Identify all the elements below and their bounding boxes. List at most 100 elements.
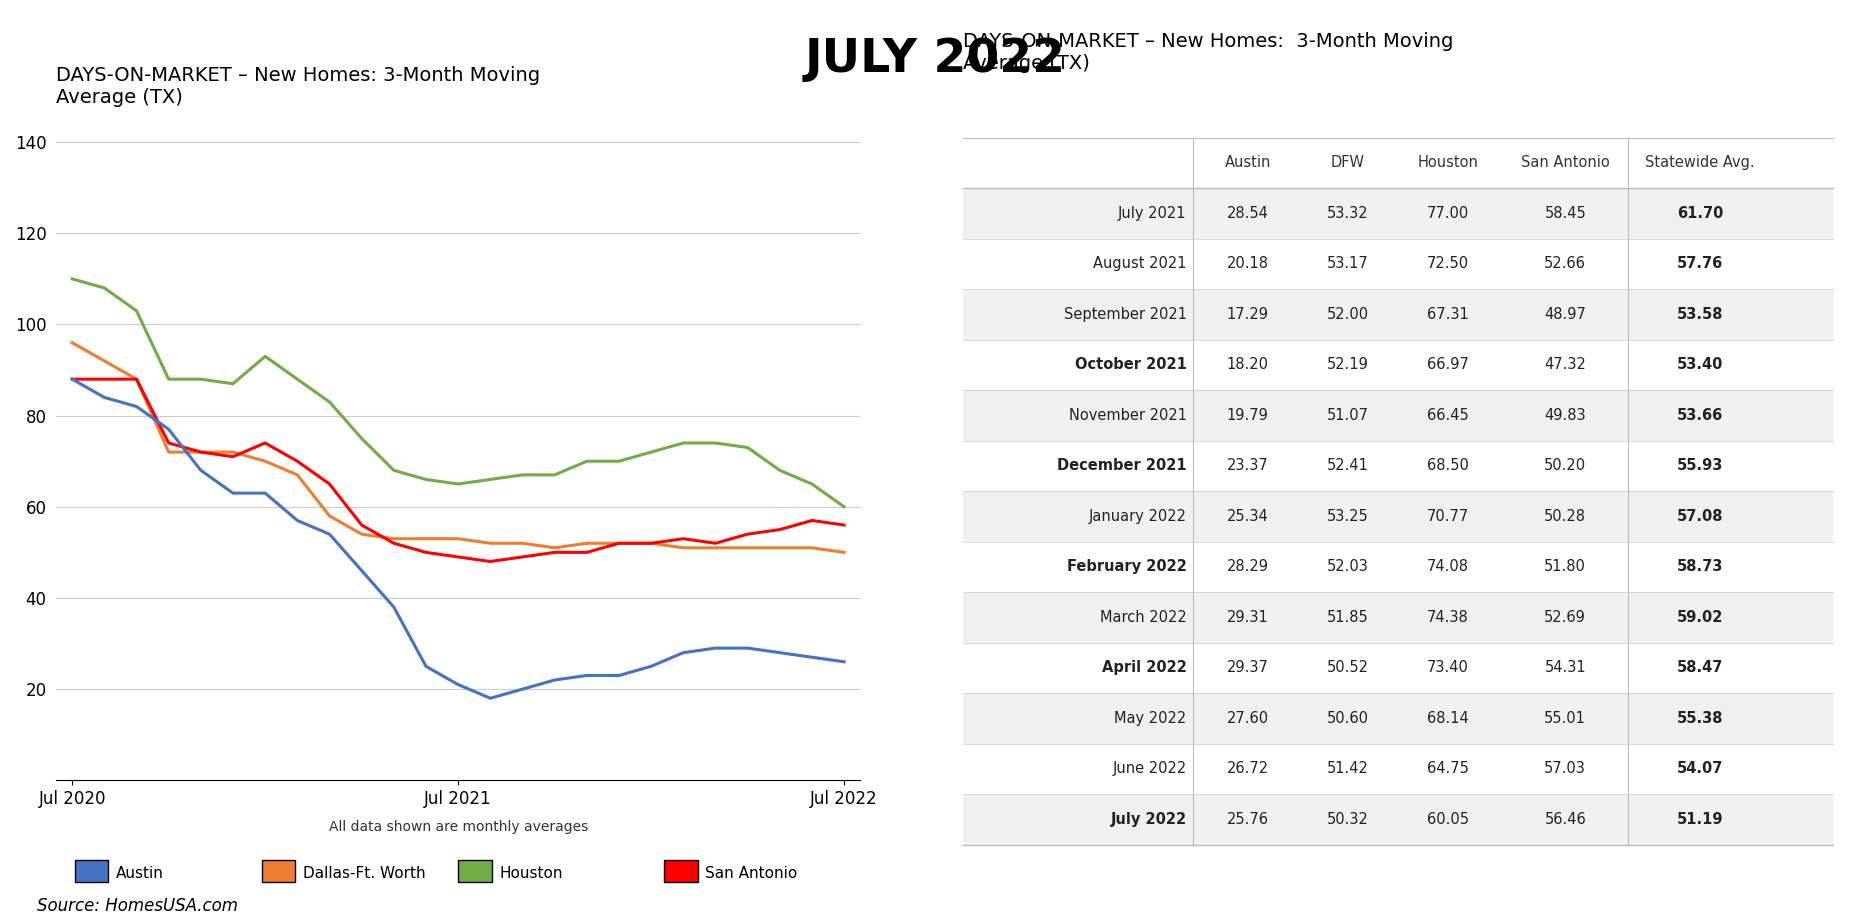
Text: January 2022: January 2022 <box>1088 509 1187 524</box>
Text: 52.03: 52.03 <box>1328 559 1369 575</box>
Text: 29.31: 29.31 <box>1227 610 1268 625</box>
Text: 51.19: 51.19 <box>1677 812 1724 827</box>
Text: 25.76: 25.76 <box>1227 812 1270 827</box>
Text: August 2021: August 2021 <box>1094 256 1187 272</box>
Bar <box>963 643 1833 693</box>
Text: 58.73: 58.73 <box>1677 559 1722 575</box>
Text: 50.60: 50.60 <box>1328 711 1369 726</box>
Text: July 2022: July 2022 <box>1111 812 1187 827</box>
Text: 73.40: 73.40 <box>1427 660 1468 676</box>
Text: 25.34: 25.34 <box>1227 509 1268 524</box>
Text: 53.17: 53.17 <box>1328 256 1369 272</box>
Text: 68.50: 68.50 <box>1427 458 1468 474</box>
Text: December 2021: December 2021 <box>1057 458 1187 474</box>
Text: 19.79: 19.79 <box>1227 408 1268 423</box>
Text: 53.32: 53.32 <box>1328 206 1369 221</box>
Bar <box>963 340 1833 390</box>
Text: Houston: Houston <box>1417 155 1479 171</box>
Bar <box>963 794 1833 845</box>
Text: 77.00: 77.00 <box>1427 206 1470 221</box>
Text: 55.38: 55.38 <box>1677 711 1724 726</box>
Text: 52.69: 52.69 <box>1545 610 1586 625</box>
Bar <box>963 491 1833 542</box>
Text: 52.00: 52.00 <box>1326 307 1369 322</box>
Text: Statewide Avg.: Statewide Avg. <box>1646 155 1754 171</box>
Text: 51.07: 51.07 <box>1328 408 1369 423</box>
Text: June 2022: June 2022 <box>1113 761 1187 777</box>
Text: 74.38: 74.38 <box>1427 610 1468 625</box>
Text: July 2021: July 2021 <box>1118 206 1187 221</box>
Text: All data shown are monthly averages: All data shown are monthly averages <box>329 820 587 834</box>
Bar <box>963 289 1833 340</box>
Text: October 2021: October 2021 <box>1075 357 1187 373</box>
Text: 54.31: 54.31 <box>1545 660 1586 676</box>
Text: 58.47: 58.47 <box>1677 660 1722 676</box>
Text: 53.25: 53.25 <box>1328 509 1369 524</box>
Text: 48.97: 48.97 <box>1545 307 1586 322</box>
Text: 66.97: 66.97 <box>1427 357 1468 373</box>
Text: San Antonio: San Antonio <box>705 866 797 880</box>
Text: JULY 2022: JULY 2022 <box>804 37 1066 82</box>
Text: Dallas-Ft. Worth: Dallas-Ft. Worth <box>303 866 426 880</box>
Text: 50.20: 50.20 <box>1545 458 1586 474</box>
Text: 29.37: 29.37 <box>1227 660 1268 676</box>
Text: 57.08: 57.08 <box>1677 509 1724 524</box>
Text: 20.18: 20.18 <box>1227 256 1270 272</box>
Bar <box>963 441 1833 491</box>
Text: 57.76: 57.76 <box>1677 256 1722 272</box>
Text: 60.05: 60.05 <box>1427 812 1468 827</box>
Text: 55.01: 55.01 <box>1545 711 1586 726</box>
Bar <box>963 390 1833 441</box>
Text: Source: HomesUSA.com: Source: HomesUSA.com <box>37 897 237 914</box>
Text: San Antonio: San Antonio <box>1520 155 1610 171</box>
Text: DAYS-ON-MARKET – New Homes:  3-Month Moving
Average (TX): DAYS-ON-MARKET – New Homes: 3-Month Movi… <box>963 32 1453 73</box>
Bar <box>963 693 1833 744</box>
Text: Austin: Austin <box>1225 155 1272 171</box>
Bar <box>963 542 1833 592</box>
Bar <box>963 592 1833 643</box>
Text: 50.52: 50.52 <box>1328 660 1369 676</box>
Text: May 2022: May 2022 <box>1115 711 1187 726</box>
Text: 27.60: 27.60 <box>1227 711 1270 726</box>
Text: 26.72: 26.72 <box>1227 761 1270 777</box>
Text: 53.58: 53.58 <box>1677 307 1724 322</box>
Text: 49.83: 49.83 <box>1545 408 1586 423</box>
Text: 52.66: 52.66 <box>1545 256 1586 272</box>
Text: 53.66: 53.66 <box>1677 408 1722 423</box>
Text: September 2021: September 2021 <box>1064 307 1187 322</box>
Text: February 2022: February 2022 <box>1066 559 1187 575</box>
Text: 61.70: 61.70 <box>1677 206 1722 221</box>
Text: Austin: Austin <box>116 866 165 880</box>
Text: 55.93: 55.93 <box>1677 458 1722 474</box>
Text: 17.29: 17.29 <box>1227 307 1270 322</box>
Text: 18.20: 18.20 <box>1227 357 1270 373</box>
Text: 70.77: 70.77 <box>1427 509 1470 524</box>
Text: 50.32: 50.32 <box>1328 812 1369 827</box>
Bar <box>963 188 1833 239</box>
Text: DFW: DFW <box>1331 155 1365 171</box>
Text: 51.42: 51.42 <box>1328 761 1369 777</box>
Text: 66.45: 66.45 <box>1427 408 1468 423</box>
Text: 28.54: 28.54 <box>1227 206 1268 221</box>
Text: DAYS-ON-MARKET – New Homes: 3-Month Moving
Average (TX): DAYS-ON-MARKET – New Homes: 3-Month Movi… <box>56 66 540 106</box>
Text: 53.40: 53.40 <box>1677 357 1722 373</box>
Text: 51.85: 51.85 <box>1328 610 1369 625</box>
Text: March 2022: March 2022 <box>1100 610 1187 625</box>
Bar <box>963 744 1833 794</box>
Bar <box>963 239 1833 289</box>
Text: Houston: Houston <box>499 866 563 880</box>
Text: November 2021: November 2021 <box>1068 408 1187 423</box>
Text: 52.19: 52.19 <box>1328 357 1369 373</box>
Text: 56.46: 56.46 <box>1545 812 1586 827</box>
Text: 28.29: 28.29 <box>1227 559 1270 575</box>
Text: 47.32: 47.32 <box>1545 357 1586 373</box>
Text: 57.03: 57.03 <box>1545 761 1586 777</box>
Text: 72.50: 72.50 <box>1427 256 1470 272</box>
Text: 51.80: 51.80 <box>1545 559 1586 575</box>
Text: 64.75: 64.75 <box>1427 761 1468 777</box>
Text: 74.08: 74.08 <box>1427 559 1468 575</box>
Text: 52.41: 52.41 <box>1328 458 1369 474</box>
Text: 68.14: 68.14 <box>1427 711 1468 726</box>
Text: 58.45: 58.45 <box>1545 206 1586 221</box>
Text: 59.02: 59.02 <box>1677 610 1722 625</box>
